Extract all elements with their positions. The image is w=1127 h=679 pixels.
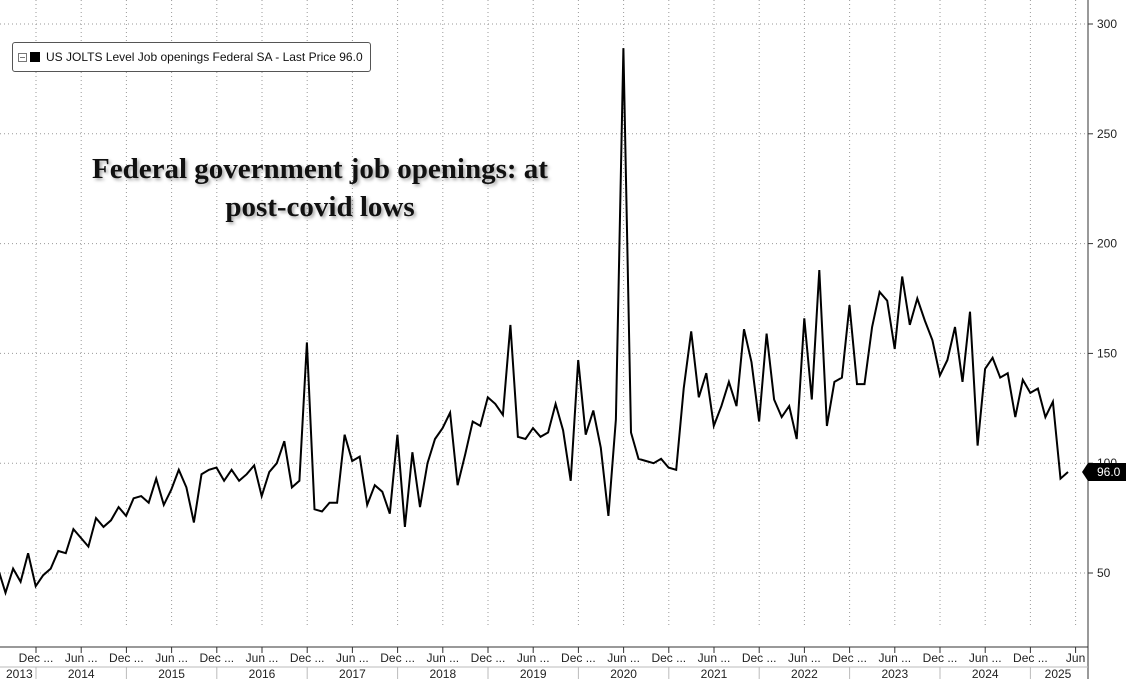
x-month-label: Dec ...	[109, 651, 144, 665]
y-tick-label: 300	[1097, 17, 1117, 31]
y-tick-label: 250	[1097, 127, 1117, 141]
last-value-marker: 96.0	[1082, 462, 1126, 481]
headline-line-2: post-covid lows	[225, 191, 415, 223]
x-month-label: Jun ...	[698, 651, 731, 665]
x-month-label: Jun ...	[65, 651, 98, 665]
x-month-label: Jun ...	[336, 651, 369, 665]
x-year-label: 2021	[701, 667, 728, 679]
x-year-label: 2025	[1045, 667, 1072, 679]
y-tick-label: 150	[1097, 346, 1117, 360]
x-year-label: 2015	[158, 667, 185, 679]
x-month-label: Dec ...	[832, 651, 867, 665]
grid-lines	[0, 0, 1088, 627]
x-month-label: Dec ...	[651, 651, 686, 665]
x-year-label: 2024	[972, 667, 999, 679]
series-line	[0, 48, 1069, 597]
x-month-label: Dec ...	[380, 651, 415, 665]
x-year-label: 2014	[68, 667, 95, 679]
y-tick-label: 50	[1097, 566, 1111, 580]
x-month-label: Dec ...	[561, 651, 596, 665]
x-month-label: Jun ...	[969, 651, 1002, 665]
x-year-label: 2023	[881, 667, 908, 679]
x-month-label: Jun	[1066, 651, 1085, 665]
x-month-label: Jun ...	[426, 651, 459, 665]
legend-swatch	[30, 52, 40, 62]
x-year-label: 2013	[6, 667, 33, 679]
x-month-label: Jun ...	[607, 651, 640, 665]
x-month-label: Jun ...	[155, 651, 188, 665]
x-month-label: Jun ...	[246, 651, 279, 665]
chart-headline: Federal government job openings: at post…	[40, 150, 600, 226]
legend-collapse-icon[interactable]	[18, 52, 27, 62]
x-month-label: Dec ...	[19, 651, 54, 665]
legend[interactable]: US JOLTS Level Job openings Federal SA -…	[12, 42, 371, 72]
y-tick-label: 200	[1097, 237, 1117, 251]
series-layer	[0, 48, 1069, 597]
last-value-badge	[1082, 462, 1126, 481]
x-month-label: Jun ...	[517, 651, 550, 665]
x-year-label: 2019	[520, 667, 547, 679]
x-year-label: 2016	[249, 667, 276, 679]
x-month-label: Dec ...	[923, 651, 958, 665]
x-month-label: Dec ...	[471, 651, 506, 665]
x-year-label: 2017	[339, 667, 366, 679]
x-month-label: Dec ...	[1013, 651, 1048, 665]
x-year-label: 2018	[429, 667, 456, 679]
x-month-label: Dec ...	[290, 651, 325, 665]
x-year-label: 2020	[610, 667, 637, 679]
tick-labels: 50100150200250300Dec ...Jun ...Dec ...Ju…	[6, 17, 1117, 679]
x-month-label: Jun ...	[878, 651, 911, 665]
x-month-label: Dec ...	[742, 651, 777, 665]
axes	[0, 0, 1093, 679]
legend-label: US JOLTS Level Job openings Federal SA -…	[46, 50, 363, 64]
headline-line-1: Federal government job openings: at	[92, 153, 548, 185]
x-year-label: 2022	[791, 667, 818, 679]
x-month-label: Dec ...	[199, 651, 234, 665]
last-value-label: 96.0	[1097, 465, 1121, 479]
x-month-label: Jun ...	[788, 651, 821, 665]
